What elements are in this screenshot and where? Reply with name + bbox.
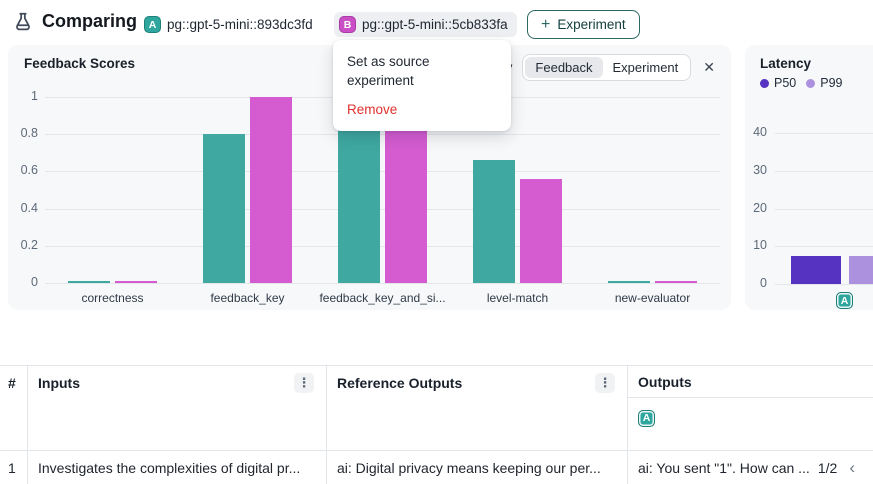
experiment-pill-b[interactable]: B pg::gpt-5-mini::5cb833fa <box>334 12 517 37</box>
x-axis-category-label: level-match <box>486 291 549 305</box>
y-axis-tick-label: 0.6 <box>20 163 38 178</box>
x-axis-category-label: feedback_key_and_si... <box>319 291 446 305</box>
y-axis-tick-label: 30 <box>753 162 767 177</box>
table-row[interactable]: 1 Investigates the complexities of digit… <box>0 451 873 484</box>
bar-B-feedback_key[interactable] <box>250 97 292 283</box>
column-header-index: # <box>8 375 16 391</box>
bar-B-level-match[interactable] <box>520 178 562 283</box>
y-axis-tick-label: 0 <box>31 275 38 289</box>
y-axis-tick-label: 0.2 <box>20 237 38 252</box>
feedback-scores-chart: 0 0.2 0.4 0.6 0.8 1 correctness feedback_key fee… <box>21 89 720 305</box>
gridline <box>775 208 873 210</box>
bar-B-new-evaluator[interactable] <box>655 281 697 283</box>
page-title: Comparing <box>42 11 138 31</box>
p50-legend-dot <box>760 78 769 88</box>
bar-A-correctness[interactable] <box>68 281 110 283</box>
gridline <box>45 245 720 247</box>
reference-outputs-column-menu-icon[interactable]: ⋮ <box>595 373 615 393</box>
latency-x-axis-experiment-a-chip: A <box>836 292 853 309</box>
experiment-context-menu: Set as source experiment Remove <box>333 40 511 131</box>
latency-panel: 0 10 20 30 40 Latency P50 P99 A <box>745 45 873 310</box>
bar-P50-A[interactable] <box>791 255 841 284</box>
p99-legend-item: P99 <box>806 76 843 90</box>
x-axis-category-label: feedback_key <box>210 291 285 305</box>
column-header-inputs[interactable]: Inputs ⋮ <box>27 366 326 450</box>
experiment-pill-a[interactable]: A pg::gpt-5-mini::893dc3fd <box>139 12 322 37</box>
p50-legend-item: P50 <box>760 76 796 90</box>
gridline <box>775 246 873 248</box>
gridline <box>775 170 873 172</box>
inputs-column-menu-icon[interactable]: ⋮ <box>294 373 314 393</box>
chevron-left-icon[interactable]: ‹ <box>849 458 855 477</box>
latency-title: Latency <box>760 56 812 71</box>
experiment-a-chip: A <box>144 16 161 33</box>
plus-icon: + <box>541 15 551 33</box>
x-axis-category-label: new-evaluator <box>614 291 691 305</box>
y-axis-tick-label: 20 <box>753 200 767 215</box>
add-experiment-button[interactable]: + Experiment <box>527 10 640 39</box>
gridline <box>775 133 873 134</box>
group-by-option-feedback[interactable]: Feedback <box>525 57 603 78</box>
y-axis-tick-label: 0.4 <box>20 200 38 215</box>
gridline <box>45 208 720 210</box>
row-reference-outputs-cell[interactable]: ai: Digital privacy means keeping our pe… <box>326 451 627 484</box>
y-axis-tick-label: 1 <box>31 89 38 103</box>
close-icon[interactable]: ✕ <box>701 57 717 78</box>
bar-B-feedback_key_and_si...[interactable] <box>385 102 427 283</box>
experiment-a-name: pg::gpt-5-mini::893dc3fd <box>167 17 313 32</box>
gridline <box>45 171 720 173</box>
bar-A-level-match[interactable] <box>473 160 515 283</box>
inputs-header-label: Inputs <box>38 375 80 391</box>
column-header-reference-outputs[interactable]: Reference Outputs ⋮ <box>326 366 627 450</box>
row-outputs-text: ai: You sent "1". How can ... <box>638 460 810 476</box>
row-inputs-cell[interactable]: Investigates the complexities of digital… <box>27 451 326 484</box>
y-axis-tick-label: 10 <box>753 238 767 253</box>
y-axis-tick-label: 40 <box>753 125 767 139</box>
p99-legend-dot <box>806 78 816 88</box>
bar-A-feedback_key_and_si...[interactable] <box>338 123 380 283</box>
pager-count: 1/2 <box>817 460 838 476</box>
bar-A-new-evaluator[interactable] <box>608 281 650 283</box>
results-table: # Inputs ⋮ Reference Outputs ⋮ Outputs A… <box>0 365 873 484</box>
latency-legend: P50 P99 <box>760 76 843 90</box>
gridline <box>45 283 720 284</box>
experiment-b-name: pg::gpt-5-mini::5cb833fa <box>362 17 508 32</box>
bar-P99-A[interactable] <box>849 255 873 284</box>
experiment-b-chip: B <box>339 16 356 33</box>
outputs-experiment-a-chip[interactable]: A <box>638 409 655 427</box>
row-index: 1 <box>8 460 16 476</box>
outputs-pager: 1/2 ‹ <box>817 458 863 477</box>
flask-icon <box>12 11 34 33</box>
p99-legend-label: P99 <box>820 76 843 90</box>
menu-item-set-source-experiment[interactable]: Set as source experiment <box>347 54 430 88</box>
topbar: Comparing A pg::gpt-5-mini::893dc3fd B p… <box>0 0 873 45</box>
outputs-header-label: Outputs <box>638 373 692 390</box>
reference-outputs-header-label: Reference Outputs <box>337 375 463 391</box>
group-by-option-experiment[interactable]: Experiment <box>612 60 679 75</box>
p50-legend-label: P50 <box>774 76 797 90</box>
bar-A-feedback_key[interactable] <box>203 134 245 283</box>
gridline <box>45 134 720 136</box>
row-outputs-cell[interactable]: ai: You sent "1". How can ... 1/2 ‹ <box>627 451 873 484</box>
y-axis-tick-label: 0 <box>760 276 767 290</box>
bar-B-correctness[interactable] <box>115 281 157 283</box>
feedback-scores-title: Feedback Scores <box>24 56 136 71</box>
latency-chart: 0 10 20 30 40 <box>745 45 873 310</box>
x-axis-category-label: correctness <box>81 291 144 305</box>
menu-item-remove[interactable]: Remove <box>347 102 398 117</box>
group-by-segmented: Feedback Experiment <box>522 54 692 81</box>
add-experiment-label: Experiment <box>557 17 626 32</box>
table-header-row: # Inputs ⋮ Reference Outputs ⋮ Outputs A <box>0 366 873 451</box>
gridline <box>775 284 873 285</box>
y-axis-tick-label: 0.8 <box>20 126 38 141</box>
column-header-outputs: Outputs A <box>627 366 873 450</box>
